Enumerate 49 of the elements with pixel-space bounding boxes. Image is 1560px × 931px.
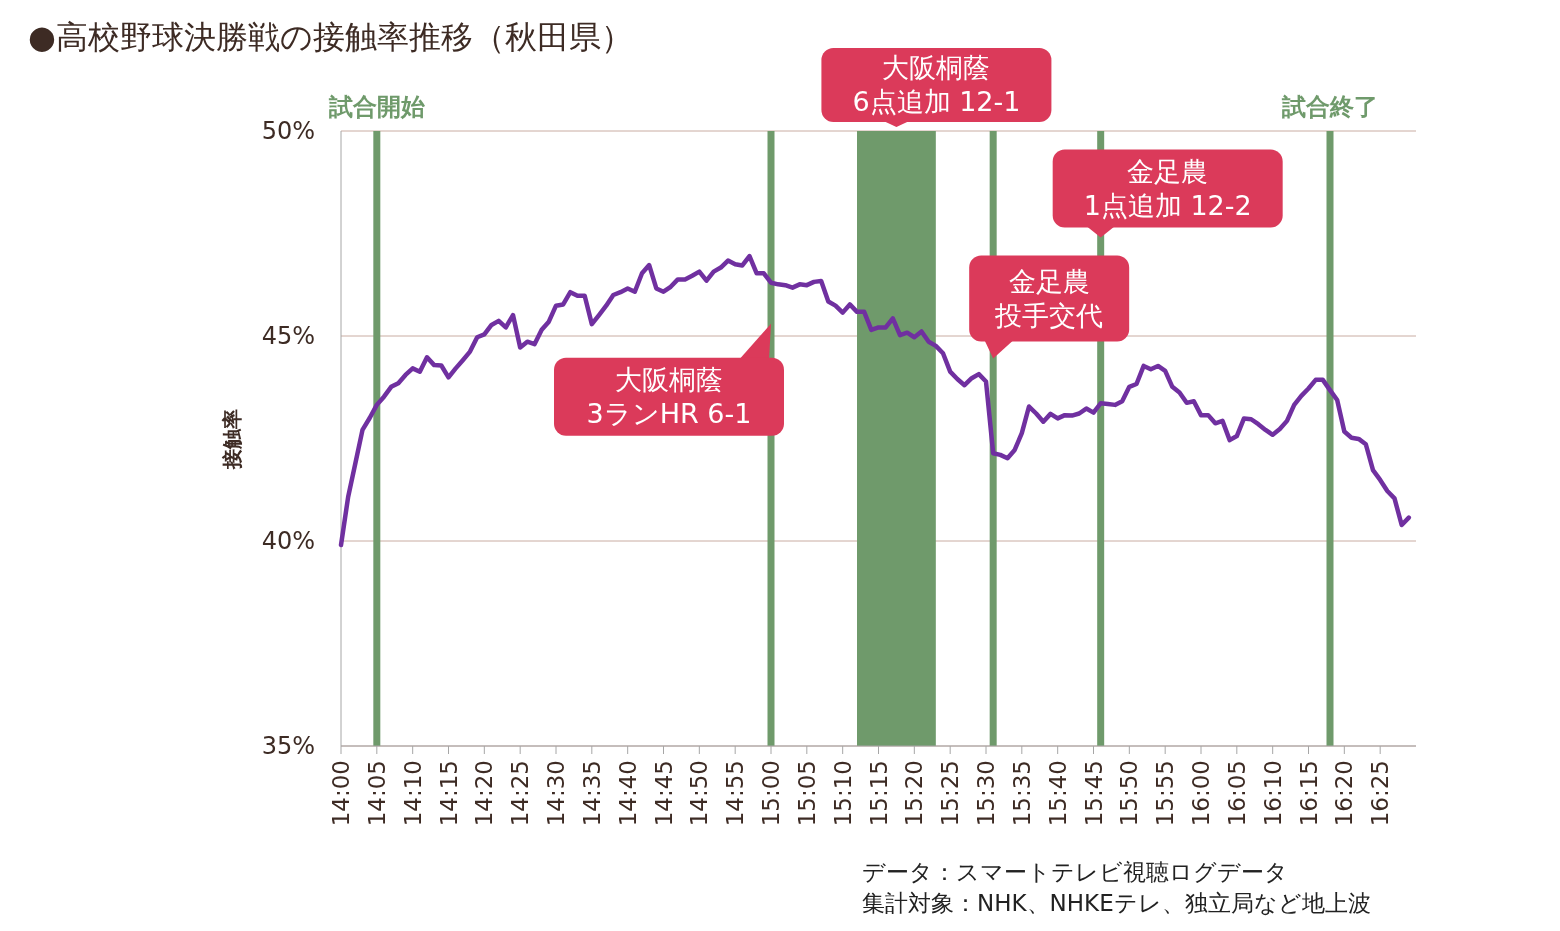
x-tick-label: 14:20 [471,760,498,827]
x-tick-label: 15:20 [901,760,928,827]
x-tick-label: 16:25 [1367,760,1394,827]
annotation: 3ランHR 6-1 [586,398,752,430]
x-tick-label: 15:00 [758,760,785,827]
x-tick-label: 14:15 [435,760,462,827]
x-tick-label: 14:50 [686,760,713,827]
ref-line-label: 試合開始 [327,93,425,121]
text: 6点追加 12-1 [852,86,1021,118]
x-tick-label: 15:35 [1008,760,1035,827]
x-tick-label: 14:05 [363,760,390,827]
x-tick-label: 15:15 [865,760,892,827]
x-tick-label: 14:55 [722,760,749,827]
annotation: 投手交代 [994,300,1104,331]
x-tick-label: 15:05 [793,760,820,827]
x-tick-label: 14:40 [614,760,641,827]
y-axis-title: 接触率 [220,408,244,470]
x-tick-label: 16:00 [1188,760,1215,827]
x-tick-label: 14:25 [507,760,534,827]
text: データ：スマートテレビ視聴ログデータ [862,859,1288,885]
text: 集計対象：NHK、NHKEテレ、独立局など地上波 [862,890,1371,916]
text: 大阪桐蔭 [882,52,991,84]
x-tick-label: 15:25 [937,760,964,827]
line-series [338,253,1412,548]
x-tick-label: 14:35 [578,760,605,827]
x-tick-label: 15:45 [1080,760,1107,827]
y-tick-label: 35% [261,732,315,761]
x-tick-label: 16:20 [1331,760,1358,827]
ref-line-label: 試合終了 [1281,93,1378,121]
y-tick-label: 45% [261,322,315,351]
y-tick-label: 40% [261,527,315,556]
annotation: 金足農 [1008,266,1090,297]
annotation: 大阪桐蔭 [615,364,723,396]
x-tick-label: 15:30 [973,760,1000,827]
x-tick-label: 16:15 [1295,760,1322,827]
x-tick-label: 15:10 [829,760,856,827]
x-tick-label: 14:30 [543,760,570,827]
x-tick-label: 16:10 [1259,760,1286,827]
y-tick-label: 50% [261,117,315,146]
annotation: 1点追加 12-2 [1083,190,1252,222]
x-tick-label: 16:05 [1223,760,1250,827]
x-tick-label: 14:45 [650,760,677,827]
x-tick-label: 14:00 [328,760,355,827]
chart-title: ●高校野球決勝戦の接触率推移（秋田県） [28,18,633,56]
x-tick-label: 15:40 [1044,760,1071,827]
x-tick-label: 15:55 [1152,760,1179,827]
x-tick-label: 15:50 [1116,760,1143,827]
x-tick-label: 14:10 [399,760,426,827]
annotation: 金足農 [1127,156,1209,188]
